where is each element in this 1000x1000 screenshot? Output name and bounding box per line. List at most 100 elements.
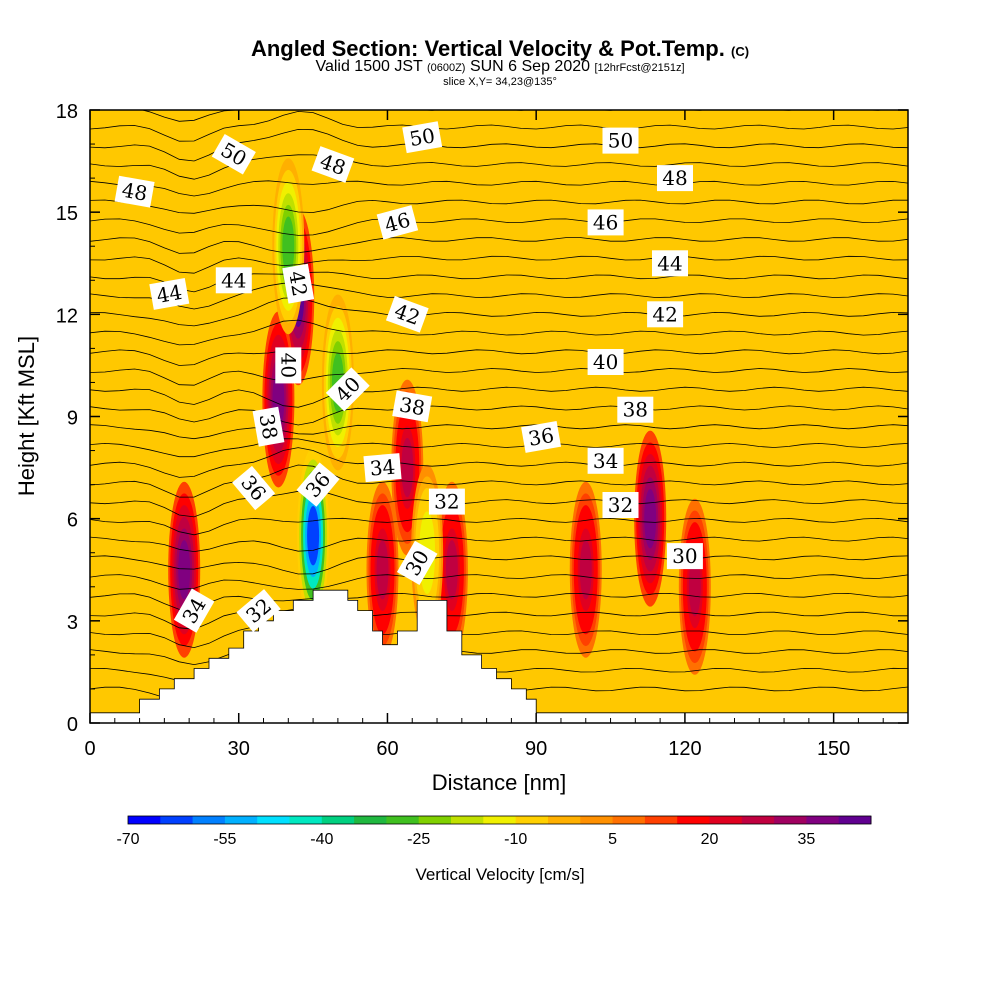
theta-contour — [90, 490, 908, 518]
theta-label-text: 30 — [672, 544, 697, 568]
theta-label-box — [282, 263, 315, 304]
theta-contour — [90, 635, 908, 666]
theta-label-box — [666, 543, 703, 570]
colorbar-swatch — [838, 816, 872, 824]
colorbar-frame — [127, 815, 872, 825]
theta-contour — [90, 255, 908, 274]
updraft-core-level — [579, 540, 592, 600]
slice-info: slice X,Y= 34,23@135° — [443, 76, 557, 88]
theta-label: 50 — [402, 121, 443, 154]
y-axis-title: Height [Kft MSL] — [14, 336, 39, 496]
x-tick-label: 120 — [668, 738, 701, 760]
theta-label-box — [275, 347, 302, 384]
theta-label-box — [215, 267, 252, 294]
field-background — [90, 110, 908, 723]
theta-contour — [90, 405, 908, 426]
theta-label-box — [602, 492, 639, 518]
theta-contour — [90, 574, 908, 590]
theta-contour — [90, 319, 908, 346]
theta-label: 44 — [215, 267, 252, 294]
colorbar-swatch — [289, 816, 323, 824]
colorbar-title: Vertical Velocity [cm/s] — [415, 865, 584, 884]
theta-contour — [90, 536, 908, 553]
theta-label: 32 — [602, 492, 639, 518]
theta-contour — [90, 555, 908, 575]
x-tick-label: 150 — [817, 738, 850, 760]
y-tick-label: 0 — [67, 714, 78, 736]
theta-label-box — [587, 209, 624, 236]
colorbar-swatch — [612, 816, 646, 824]
theta-label-box — [402, 121, 443, 154]
theta-label-text: 38 — [398, 392, 427, 420]
theta-label-box — [652, 250, 688, 277]
theta-label-text: 44 — [657, 251, 682, 275]
theta-label-box — [428, 488, 465, 515]
theta-contour — [90, 464, 908, 498]
y-tick-label: 18 — [56, 101, 78, 123]
colorbar-swatch — [483, 816, 517, 824]
theta-label: 40 — [275, 347, 302, 384]
valid-date: SUN 6 Sep 2020 — [469, 58, 591, 75]
theta-label: 44 — [149, 277, 190, 310]
theta-contour — [90, 154, 908, 180]
theta-label-text: 48 — [120, 178, 149, 206]
theta-label: 44 — [652, 250, 688, 277]
x-tick-label: 60 — [376, 738, 398, 760]
theta-contour — [90, 282, 908, 310]
theta-contour — [90, 592, 908, 610]
y-tick-label: 6 — [67, 510, 78, 532]
colorbar-tick-label: -40 — [310, 831, 333, 848]
theta-label: 38 — [252, 406, 285, 447]
theta-label-box — [376, 205, 419, 240]
theta-label-text: 42 — [652, 302, 677, 326]
colorbar-swatch — [548, 816, 581, 824]
x-tick-label: 0 — [84, 738, 95, 760]
theta-label-box — [149, 277, 190, 310]
updraft-core-level — [376, 540, 389, 600]
updraft-core — [262, 311, 295, 488]
valid-time: Valid 1500 JST — [315, 58, 423, 75]
updraft-core-level — [178, 540, 191, 600]
theta-label: 48 — [657, 165, 693, 192]
theta-label-box — [521, 420, 562, 453]
updraft-core-level — [644, 489, 657, 549]
updraft-core — [634, 430, 667, 607]
colorbar-tick-label: -70 — [116, 831, 139, 848]
theta-label-box — [211, 134, 256, 175]
theta-label-text: 50 — [608, 129, 633, 153]
theta-label-box — [236, 589, 281, 633]
theta-contour — [90, 297, 908, 327]
theta-label: 38 — [392, 390, 433, 423]
x-axis-title: Distance [nm] — [432, 770, 567, 795]
theta-label-box — [392, 390, 433, 423]
colorbar-tick-label: -25 — [407, 831, 430, 848]
colorbar-swatch — [386, 816, 420, 824]
theta-label-box — [114, 175, 155, 208]
theta-label-box — [296, 462, 340, 507]
colorbar-swatch — [354, 816, 387, 824]
colorbar-swatch — [806, 816, 840, 824]
colorbar-swatch — [224, 816, 258, 824]
theta-contour — [90, 386, 908, 408]
theta-label: 34 — [363, 453, 402, 483]
colorbar-swatch — [774, 816, 807, 824]
theta-contour — [90, 368, 908, 386]
theta-label: 46 — [587, 209, 624, 236]
downdraft-core-level — [307, 506, 320, 566]
colorbar-swatch — [677, 816, 710, 824]
theta-label-box — [173, 588, 215, 633]
chart-subtitle: Valid 1500 JST (0600Z) SUN 6 Sep 2020 [1… — [0, 58, 1000, 76]
theta-label-text: 32 — [608, 493, 633, 517]
theta-label-box — [325, 367, 370, 412]
theta-label: 46 — [376, 205, 419, 240]
forecast-run: [12hrFcst@2151z] — [594, 62, 685, 74]
colorbar-swatch — [580, 816, 614, 824]
theta-label-text: 44 — [155, 280, 184, 308]
theta-label-text: 50 — [408, 123, 437, 151]
colorbar-swatch — [451, 816, 484, 824]
terrain — [90, 589, 908, 723]
colorbar-swatch — [644, 816, 678, 824]
updraft-core — [678, 498, 711, 675]
